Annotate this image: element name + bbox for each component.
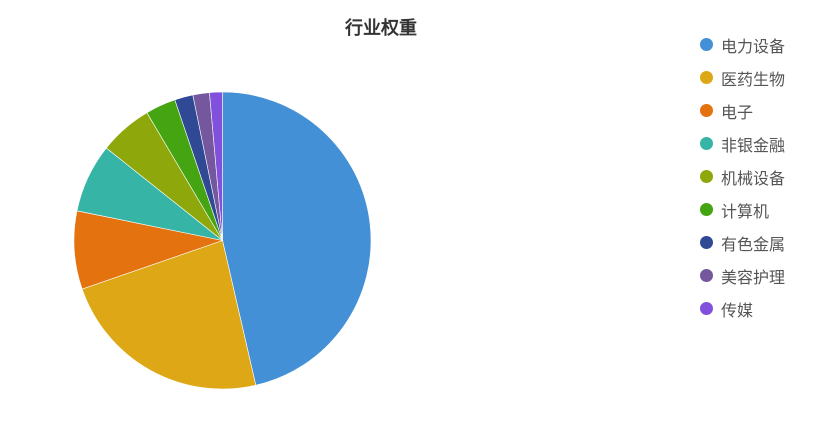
legend-label: 传媒 xyxy=(721,300,754,320)
legend-item[interactable]: 电力设备 xyxy=(700,28,785,61)
legend-item[interactable]: 传媒 xyxy=(700,292,785,325)
pie-slice-1[interactable] xyxy=(222,91,372,386)
legend-dot-icon xyxy=(700,38,713,51)
legend-label: 医药生物 xyxy=(721,69,786,89)
legend-dot-icon xyxy=(700,269,713,282)
legend-dot-icon xyxy=(700,203,713,216)
legend-item[interactable]: 有色金属 xyxy=(700,226,785,259)
pie-slice-9[interactable] xyxy=(209,91,223,241)
pie-slice-2[interactable] xyxy=(81,240,257,390)
legend-item[interactable]: 机械设备 xyxy=(700,160,785,193)
legend-dot-icon xyxy=(700,104,713,117)
legend-item[interactable]: 非银金融 xyxy=(700,127,785,160)
legend-item[interactable]: 医药生物 xyxy=(700,61,785,94)
legend-label: 机械设备 xyxy=(721,168,786,188)
legend-dot-icon xyxy=(700,137,713,150)
legend-label: 有色金属 xyxy=(721,234,786,254)
legend-label: 电力设备 xyxy=(721,36,786,56)
legend-item[interactable]: 美容护理 xyxy=(700,259,785,292)
legend-label: 电子 xyxy=(721,102,754,122)
legend-label: 美容护理 xyxy=(721,267,786,287)
legend-dot-icon xyxy=(700,236,713,249)
chart-title: 行业权重 xyxy=(345,18,417,39)
legend-item[interactable]: 电子 xyxy=(700,94,785,127)
legend-dot-icon xyxy=(700,71,713,84)
legend: 电力设备医药生物电子非银金融机械设备计算机有色金属美容护理传媒 xyxy=(700,28,785,325)
legend-label: 计算机 xyxy=(721,201,770,221)
legend-dot-icon xyxy=(700,302,713,315)
legend-label: 非银金融 xyxy=(721,135,786,155)
legend-item[interactable]: 计算机 xyxy=(700,193,785,226)
legend-dot-icon xyxy=(700,170,713,183)
